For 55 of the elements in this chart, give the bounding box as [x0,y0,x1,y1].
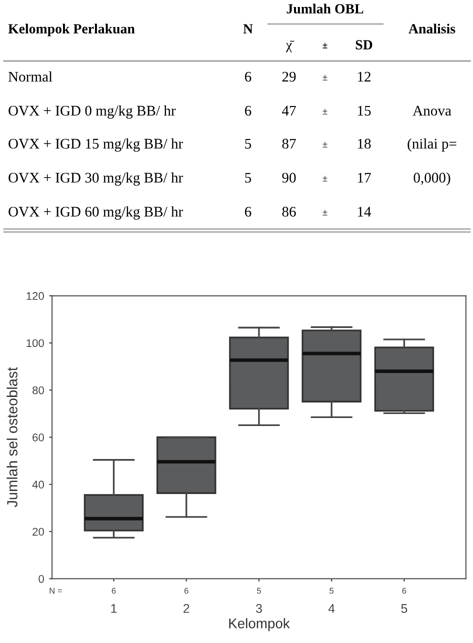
category-label: OVX + IGD 60 mg/kg BB/ hr [8,206,183,220]
text: 6 [112,588,116,594]
x-tick-label: 4 [328,604,335,613]
category-label: OVX + IGD 0 mg/kg BB/ hr [8,105,176,119]
text: 12 [358,72,370,82]
category-label: ± [322,42,328,48]
category-label: Normal [8,71,52,82]
y-tick-label: 120 [26,292,44,300]
category-label: Jumlah OBL [286,4,364,14]
text: 29 [282,72,296,82]
category-label: χ̄ [286,40,294,52]
text: 0,000) [414,172,450,186]
text: 86 [282,206,296,217]
x-tick-label: 5 [401,604,408,613]
text: N = [50,588,62,594]
category-label: OVX + IGD 30 mg/kg BB/ hr [8,172,183,186]
text: 17 [358,172,371,183]
y-tick-label: 20 [32,528,44,536]
category-label: Kelompok Perlakuan [8,24,135,36]
category-label: Analisis [408,24,456,34]
text: 6 [184,588,188,594]
text: 5 [256,588,261,594]
text: 90 [282,172,296,183]
text: ± [322,176,328,182]
text: (nilai p= [408,138,456,152]
text: 5 [245,172,252,183]
category-label: OVX + IGD 15 mg/kg BB/ hr [8,138,183,152]
text: 5 [330,588,334,594]
text: Anova [412,106,452,116]
text: ± [322,74,328,80]
text: 6 [244,72,252,82]
text: ± [322,142,328,148]
text: ± [322,108,328,114]
text: 87 [282,138,296,149]
x-tick-label: 3 [256,604,262,613]
text: 15 [358,106,371,116]
y-axis-title: Jumlah sel osteoblast [6,367,18,508]
x-tick-label: 2 [184,604,190,613]
y-tick-label: 40 [32,480,44,489]
y-tick-label: 80 [32,386,44,394]
text: 18 [358,138,371,149]
category-label: SD [356,40,372,50]
text: 6 [244,206,252,217]
text: 5 [245,138,252,149]
text: ± [322,210,328,216]
y-tick-label: 60 [32,434,44,442]
category-label: N [243,24,253,34]
x-tick-label: 1 [111,604,117,613]
text: 6 [402,588,406,594]
text: 14 [358,206,372,217]
y-tick-label: 100 [26,339,44,348]
text: 47 [282,106,296,116]
y-tick-label: 0 [38,574,44,583]
x-axis-title: Kelompok [229,618,290,632]
text: 6 [244,106,252,116]
